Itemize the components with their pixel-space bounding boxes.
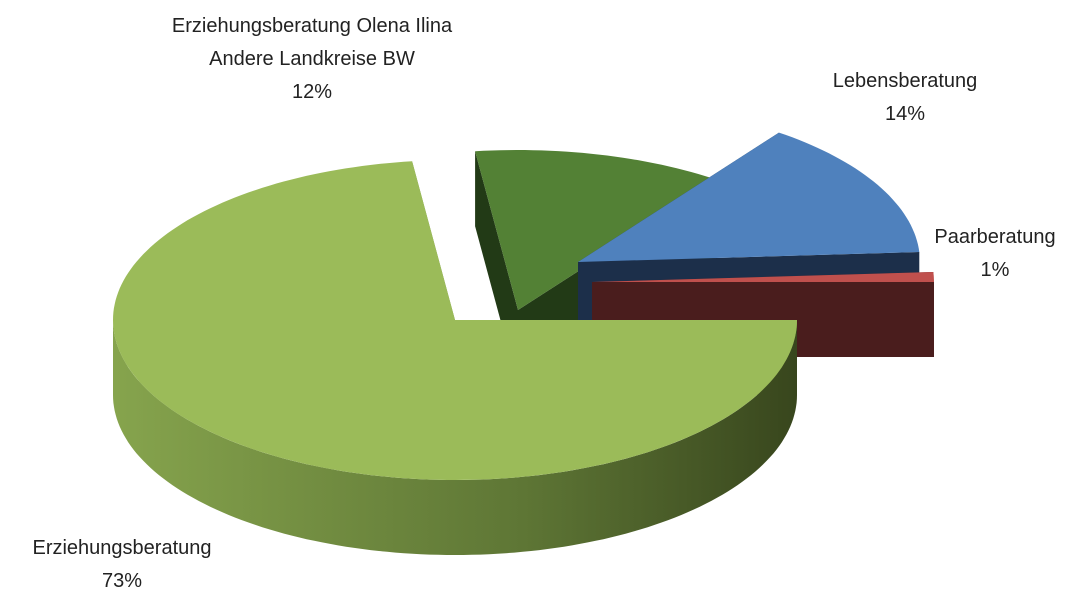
label-name: Erziehungsberatung Olena Ilina Andere La… — [171, 15, 453, 70]
data-label: Erziehungsberatung 73% — [0, 532, 252, 591]
slice — [113, 161, 797, 481]
slice — [475, 150, 719, 310]
label-value: 1% — [980, 259, 1010, 281]
slice — [578, 132, 920, 262]
data-label: Paarberatung 1% — [915, 221, 1074, 287]
label-value: 73% — [101, 570, 143, 591]
label-name: Paarberatung — [934, 226, 1056, 248]
label-name: Erziehungsberatung — [32, 537, 212, 559]
slice — [592, 272, 934, 282]
label-name: Lebensberatung — [832, 70, 978, 92]
slice-side — [113, 320, 797, 555]
data-label: Erziehungsberatung Olena Ilina Andere La… — [142, 10, 482, 109]
data-label: Lebensberatung 14% — [805, 65, 1005, 131]
label-value: 12% — [291, 81, 333, 103]
label-value: 14% — [884, 103, 926, 125]
